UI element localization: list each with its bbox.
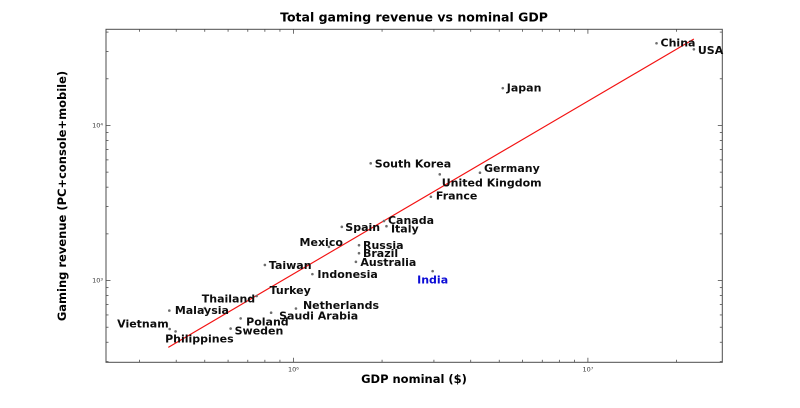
country-label-netherlands: Netherlands <box>303 299 380 312</box>
y-axis-label: Gaming revenue (PC+console+mobile) <box>55 70 69 322</box>
point-dot-usa <box>692 47 696 51</box>
point-dot-united-kingdom <box>438 173 442 176</box>
country-label-brazil: Brazil <box>363 247 398 260</box>
country-label-canada: Canada <box>388 214 434 227</box>
y-tick-label: 10³ <box>92 277 103 285</box>
point-dot-canada <box>382 219 386 223</box>
country-label-usa: USA <box>698 44 724 57</box>
point-dot-mexico <box>327 245 331 249</box>
country-label-united-kingdom: United Kingdom <box>442 176 542 189</box>
country-label-japan: Japan <box>506 82 542 95</box>
y-tick-label: 10⁴ <box>92 121 103 129</box>
point-dot-australia <box>354 260 358 264</box>
country-label-poland: Poland <box>246 315 289 328</box>
point-dot-turkey <box>255 294 258 298</box>
point-dot-taiwan <box>263 263 267 267</box>
point-dot-malaysia <box>168 309 171 312</box>
country-label-vietnam: Vietnam <box>117 317 169 330</box>
point-dot-indonesia <box>311 272 314 276</box>
country-label-taiwan: Taiwan <box>269 259 312 272</box>
country-label-australia: Australia <box>360 256 416 269</box>
country-label-sweden: Sweden <box>235 325 284 338</box>
x-tick-label: 10⁷ <box>582 365 593 373</box>
point-dot-thailand <box>203 306 207 310</box>
country-label-philippines: Philippines <box>165 332 234 345</box>
point-dot-spain <box>340 225 344 229</box>
country-label-france: France <box>436 190 477 203</box>
country-label-spain: Spain <box>345 221 380 234</box>
country-label-indonesia: Indonesia <box>317 268 377 281</box>
country-label-turkey: Turkey <box>270 284 311 297</box>
point-dot-brazil <box>357 251 361 255</box>
country-label-russia: Russia <box>363 239 404 252</box>
point-dot-france <box>429 195 433 199</box>
plot-frame <box>105 28 723 363</box>
point-dot-vietnam <box>168 327 171 331</box>
point-dot-netherlands <box>294 307 298 310</box>
point-dot-russia <box>357 243 361 247</box>
x-tick-label: 10⁶ <box>288 365 299 373</box>
point-dot-germany <box>478 171 482 174</box>
country-label-india: India <box>417 274 448 287</box>
country-label-mexico: Mexico <box>300 236 344 249</box>
point-dot-philippines <box>174 330 177 333</box>
point-dot-italy <box>385 224 388 228</box>
country-label-south-korea: South Korea <box>375 157 451 170</box>
point-dot-sweden <box>229 327 232 330</box>
country-label-malaysia: Malaysia <box>175 304 229 317</box>
country-label-saudi-arabia: Saudi Arabia <box>279 310 358 323</box>
point-dot-china <box>655 41 658 45</box>
country-label-thailand: Thailand <box>202 293 255 306</box>
x-axis-label: GDP nominal ($) <box>361 372 467 386</box>
chart-title: Total gaming revenue vs nominal GDP <box>280 9 548 25</box>
point-dot-poland <box>239 317 242 320</box>
country-label-germany: Germany <box>484 162 540 175</box>
point-dot-south-korea <box>369 162 373 165</box>
country-label-china: China <box>661 37 696 50</box>
point-dot-saudi-arabia <box>269 311 273 315</box>
country-label-italy: Italy <box>391 223 419 236</box>
point-dot-japan <box>501 86 505 90</box>
point-dot-india <box>431 269 434 273</box>
